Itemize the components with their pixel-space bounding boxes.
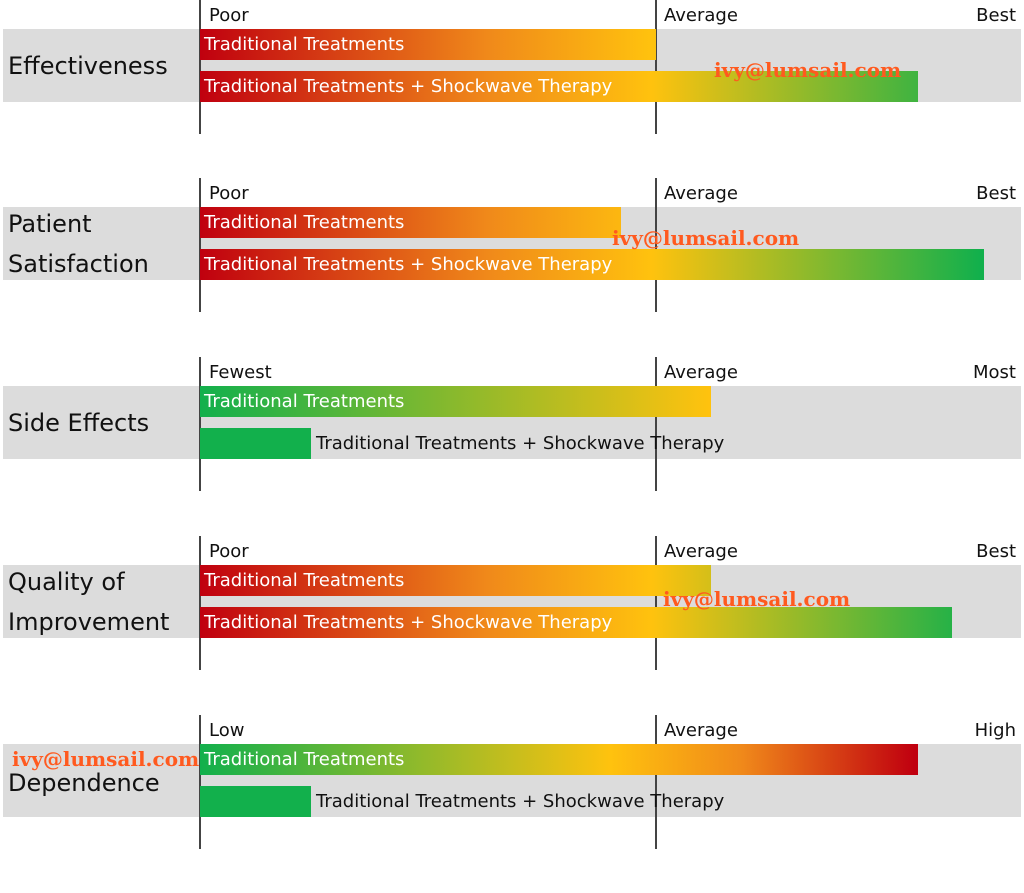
bar-label: Traditional Treatments [204,749,405,770]
watermark: ivy@lumsail.com [714,58,902,82]
axis-line-left [199,715,201,849]
axis-line-left [199,357,201,491]
comparison-chart: Effectiveness Poor Average Best Traditional … [0,0,1024,849]
bar-traditional-plus-shockwave [200,607,952,638]
bar-label: Traditional Treatments + Shockwave Thera… [204,612,613,633]
scale-label-mid: Average [664,183,738,204]
scale-label-low: Low [209,720,245,741]
bar-label: Traditional Treatments [204,212,405,233]
row-label: Quality of Improvement [8,568,170,636]
scale-label-high: Best [976,541,1016,562]
scale-label-mid: Average [664,5,738,26]
bar-label: Traditional Treatments [204,570,405,591]
axis-line-average [655,178,657,312]
bar-traditional-plus-shockwave [200,428,311,459]
chart-panel-3: Side Effects Fewest Average Most Traditional… [0,357,1024,535]
scale-label-mid: Average [664,362,738,383]
chart-panel-2: Patient Satisfaction Poor Average Best Tradit… [0,178,1024,356]
scale-label-low: Fewest [209,362,272,383]
bar-traditional [200,386,711,417]
axis-line-left [199,0,201,134]
bar-traditional-plus-shockwave [200,71,918,102]
bar-label: Traditional Treatments + Shockwave Thera… [316,433,725,454]
axis-line-average [655,715,657,849]
axis-line-average [655,357,657,491]
axis-line-average [655,536,657,670]
scale-label-low: Poor [209,5,249,26]
bar-traditional-plus-shockwave [200,786,311,817]
scale-label-high: Best [976,183,1016,204]
watermark: ivy@lumsail.com [612,226,800,250]
bar-label: Traditional Treatments + Shockwave Thera… [204,76,613,97]
bar-label: Traditional Treatments + Shockwave Thera… [316,791,725,812]
scale-label-high: Best [976,5,1016,26]
scale-label-mid: Average [664,541,738,562]
row-label: Effectiveness [8,52,168,80]
chart-panel-5: Dependence Low Average High Traditional Trea… [0,715,1024,893]
chart-panel-1: Effectiveness Poor Average Best Traditional … [0,0,1024,178]
bar-traditional [200,207,621,238]
bar-traditional [200,565,711,596]
bar-traditional-plus-shockwave [200,249,984,280]
scale-label-high: Most [973,362,1016,383]
scale-label-low: Poor [209,541,249,562]
scale-label-high: High [974,720,1016,741]
scale-label-mid: Average [664,720,738,741]
row-label: Dependence [8,769,160,797]
axis-line-average [655,0,657,134]
axis-line-left [199,536,201,670]
watermark: ivy@lumsail.com [663,587,851,611]
row-label: Side Effects [8,409,150,437]
bar-label: Traditional Treatments + Shockwave Thera… [204,254,613,275]
scale-label-low: Poor [209,183,249,204]
row-label: Patient Satisfaction [8,210,149,278]
watermark: ivy@lumsail.com [12,747,200,771]
bar-label: Traditional Treatments [204,34,405,55]
bar-traditional [200,744,918,775]
bar-label: Traditional Treatments [204,391,405,412]
bar-traditional [200,29,656,60]
chart-panel-4: Quality of Improvement Poor Average Best Trad… [0,536,1024,714]
axis-line-left [199,178,201,312]
